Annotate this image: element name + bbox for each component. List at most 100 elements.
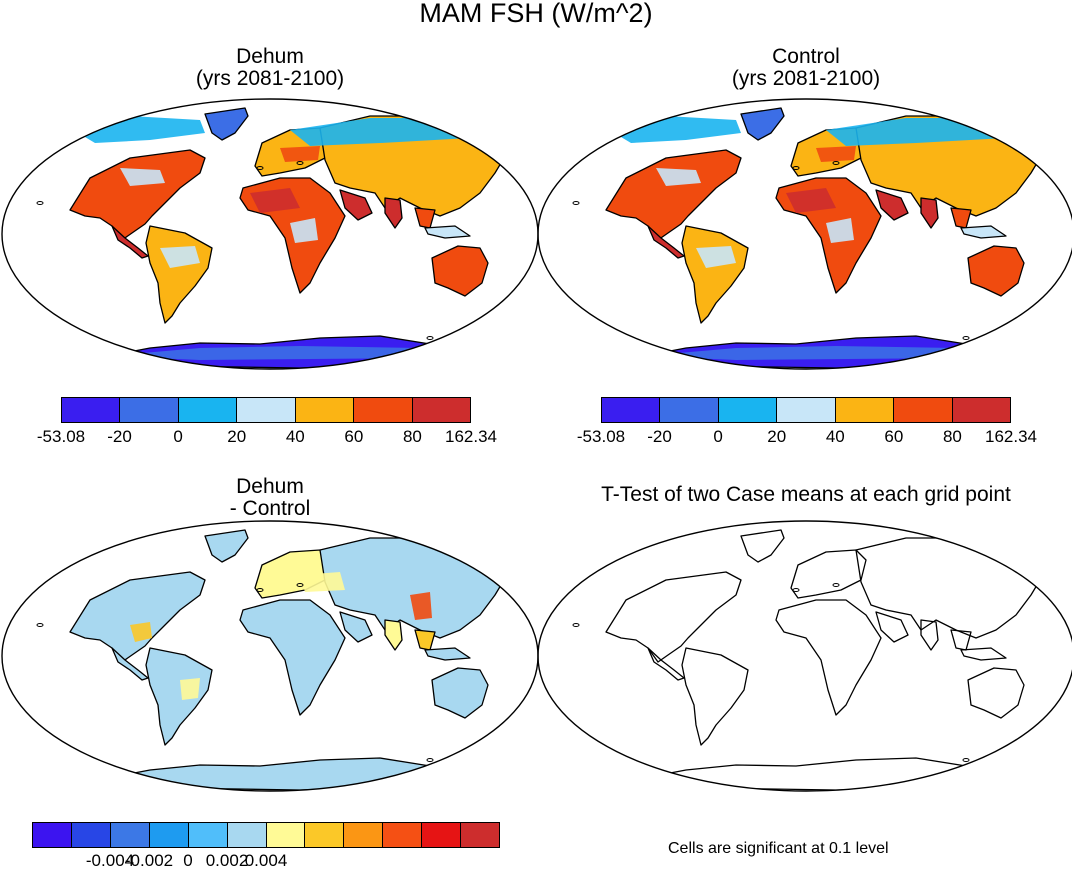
colorbar-control: [601, 397, 1011, 423]
continent-greenland: [740, 529, 785, 563]
colorbar-tick-label: 40: [825, 427, 845, 446]
colorbar-swatch: [110, 823, 150, 847]
colorbar-dehum-labels: -53.08 -20 0 20 40 60 80 162.34: [37, 427, 497, 447]
island: [516, 756, 524, 760]
island: [426, 758, 434, 762]
island: [296, 583, 304, 587]
island: [1042, 738, 1050, 742]
colorbar-dehum: [61, 397, 471, 423]
field-patch: [290, 118, 500, 146]
colorbar-tick-label: 20: [227, 427, 247, 446]
colorbar-swatch: [835, 398, 895, 422]
colorbar-difference-labels: -0.004 -0.002 0 0.002 0.004: [32, 851, 500, 871]
continent-arabia: [875, 189, 909, 221]
field-patch: [786, 188, 836, 213]
field-patch: [410, 592, 432, 620]
continent-seAsia: [414, 207, 436, 229]
map-difference: [1, 520, 539, 792]
field-patch: [696, 246, 736, 268]
field-patch: [826, 118, 1036, 146]
continent-centralAmerica: [111, 647, 149, 681]
continent-greenland: [204, 107, 249, 141]
colorbar-swatch: [237, 398, 296, 422]
continent-australia: [967, 667, 1025, 719]
colorbar-swatch: [295, 398, 355, 422]
colorbar-swatch: [383, 823, 423, 847]
field-patch: [606, 116, 741, 143]
continent-northAmerica: [69, 149, 206, 241]
panel-title-control: Control (yrs 2081-2100): [656, 46, 956, 90]
island: [44, 743, 52, 747]
continent-greenland: [204, 529, 249, 563]
panel-title-dehum: Dehum (yrs 2081-2100): [120, 46, 420, 90]
panel-title-difference-line1: Dehum: [236, 475, 304, 498]
island: [256, 166, 264, 170]
island: [962, 336, 970, 340]
island: [296, 161, 304, 165]
continent-southAmerica: [681, 225, 749, 324]
island: [792, 588, 800, 592]
colorbar-swatch: [718, 398, 778, 422]
colorbar-swatch: [71, 823, 111, 847]
island: [1042, 316, 1050, 320]
colorbar-tick-label: 162.34: [445, 427, 497, 446]
continent-antarctica: [643, 757, 1007, 791]
continent-indonesia: [424, 647, 471, 661]
panel-title-dehum-line1: Dehum: [236, 45, 304, 68]
island: [36, 201, 44, 205]
field-patch: [656, 168, 701, 186]
colorbar-swatch: [777, 398, 836, 422]
colorbar-swatch: [412, 398, 470, 422]
ttest-note: Cells are significant at 0.1 level: [668, 840, 889, 857]
continent-africa: [239, 599, 346, 716]
colorbar-tick-label: 0.002: [205, 851, 249, 870]
colorbar-difference: [32, 822, 500, 848]
colorbar-swatch: [227, 823, 267, 847]
island: [506, 738, 514, 742]
continent-southAmerica: [145, 225, 213, 324]
colorbar-tick-label: -20: [647, 427, 672, 446]
map-border: [537, 98, 1072, 370]
continent-seAsia: [950, 629, 972, 651]
continent-europe: [790, 549, 867, 599]
field-patch: [644, 346, 1006, 360]
colorbar-tick-label: -0.004: [85, 851, 135, 870]
island: [832, 583, 840, 587]
island: [256, 588, 264, 592]
continent-australia: [967, 245, 1025, 297]
colorbar-tick-label: 60: [884, 427, 904, 446]
colorbar-swatch: [894, 398, 953, 422]
colorbar-swatch: [33, 823, 72, 847]
colorbar-swatch: [422, 823, 462, 847]
colorbar-tick-label: -0.002: [124, 851, 174, 870]
colorbar-swatch: [149, 823, 189, 847]
colorbar-tick-label: -20: [107, 427, 132, 446]
island: [426, 336, 434, 340]
field-patch: [108, 346, 470, 360]
colorbar-tick-label: 0.004: [244, 851, 288, 870]
panel-title-difference-line2: - Control: [229, 497, 311, 520]
continent-arabia: [339, 611, 373, 643]
panel-title-difference: Dehum - Control: [120, 476, 420, 520]
island: [36, 623, 44, 627]
colorbar-swatch: [344, 823, 384, 847]
island: [792, 166, 800, 170]
field-patch: [290, 218, 318, 243]
colorbar-swatch: [120, 398, 179, 422]
colorbar-control-labels: -53.08 -20 0 20 40 60 80 162.34: [577, 427, 1037, 447]
colorbar-tick-label: 0: [183, 851, 193, 870]
panel-title-dehum-line2: (yrs 2081-2100): [195, 67, 345, 90]
colorbar-swatch: [660, 398, 719, 422]
map-border: [537, 520, 1072, 792]
panel-title-ttest: T-Test of two Case means at each grid po…: [601, 483, 1011, 506]
continent-arabia: [875, 611, 909, 643]
continent-india: [384, 197, 403, 229]
field-patch: [250, 188, 300, 213]
colorbar-swatch: [188, 823, 228, 847]
colorbar-swatch: [178, 398, 238, 422]
colorbar-swatch: [952, 398, 1010, 422]
continent-india: [920, 197, 939, 229]
field-patch: [180, 678, 200, 700]
island: [516, 334, 524, 338]
continent-australia: [431, 245, 489, 297]
